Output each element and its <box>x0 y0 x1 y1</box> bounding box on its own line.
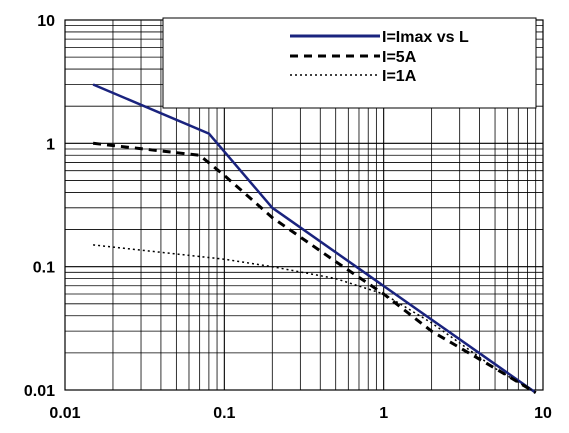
y-tick-label: 0.1 <box>33 260 55 277</box>
x-tick-label: 0.01 <box>49 405 80 422</box>
y-tick-label: 1 <box>46 136 55 153</box>
series-line-2 <box>93 244 537 394</box>
legend-box <box>162 17 537 109</box>
legend-label-imax: I=Imax vs L <box>382 29 469 46</box>
legend-label-5a: I=5A <box>382 49 417 66</box>
legend: I=Imax vs L I=5A I=1A <box>162 17 537 109</box>
series-line-1 <box>92 141 537 394</box>
x-tick-label: 10 <box>534 405 552 422</box>
y-tick-label: 0.01 <box>24 383 55 400</box>
x-tick-label: 0.1 <box>213 405 235 422</box>
legend-label-1a: I=1A <box>382 68 417 85</box>
series-group <box>92 83 537 394</box>
tick-labels: 0.01 0.1 1 10 0.01 0.1 1 10 <box>24 13 552 422</box>
y-tick-label: 10 <box>37 13 55 30</box>
x-tick-label: 1 <box>379 405 388 422</box>
series-line-0 <box>92 83 537 394</box>
